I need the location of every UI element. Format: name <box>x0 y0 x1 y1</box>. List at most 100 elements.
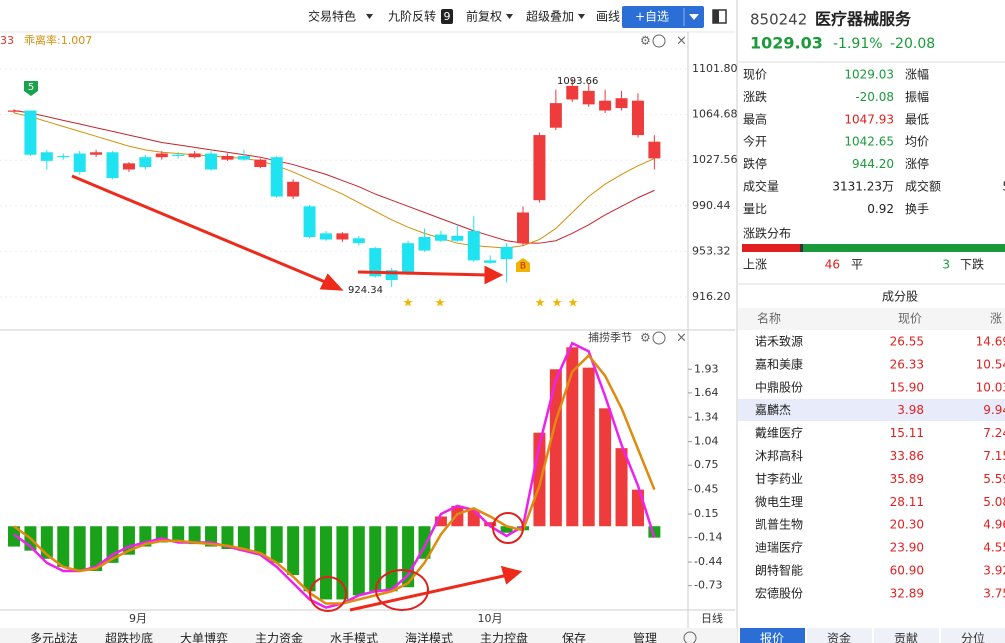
stock-name[interactable]: 戴维医疗 <box>755 425 803 440</box>
dropdown-arrow[interactable] <box>689 14 699 20</box>
bar <box>599 408 612 527</box>
quote-label: 涨幅 <box>905 67 929 82</box>
stock-name[interactable]: 迪瑞医疗 <box>755 541 803 555</box>
panel-tab-bg[interactable] <box>740 628 805 643</box>
ma-line <box>13 112 655 249</box>
stock-name[interactable]: 嘉麟杰 <box>755 402 791 417</box>
down-bar <box>803 244 1005 252</box>
toolbar-item[interactable]: 交易特色 <box>308 9 356 24</box>
stock-price: 26.33 <box>890 357 924 371</box>
help-icon[interactable] <box>652 331 666 345</box>
bottom-tab[interactable]: 海洋模式 <box>405 631 453 643</box>
bar <box>369 526 382 592</box>
close-icon[interactable]: × <box>676 34 687 49</box>
bottom-tab[interactable]: 水手模式 <box>330 632 378 643</box>
indicator-prefix: 33 <box>0 34 14 47</box>
bottom-tab[interactable]: 大单博弈 <box>180 631 228 643</box>
bottom-tab-bar <box>0 628 737 643</box>
candle-body <box>205 153 218 170</box>
bottom-tab[interactable]: 主力资金 <box>255 631 303 643</box>
y-tick-label: 1.93 <box>694 362 719 375</box>
stock-name[interactable]: 宏德股份 <box>755 585 803 600</box>
candle-body <box>8 110 20 112</box>
add-button-label[interactable]: +自选 <box>635 10 669 24</box>
circle <box>309 576 347 612</box>
star: ★ <box>568 296 579 310</box>
quote-label: 成交量 <box>743 179 779 194</box>
stock-name[interactable]: 朗特智能 <box>755 563 803 578</box>
close-icon[interactable]: × <box>676 331 687 346</box>
y-tick-label: 1.34 <box>694 410 719 423</box>
table-header-bg <box>738 308 1005 330</box>
candle-body <box>172 154 185 156</box>
toolbar-item[interactable]: 超级叠加 <box>526 9 574 24</box>
panel-tab[interactable]: 报价 <box>760 631 784 643</box>
candle-body <box>648 141 661 159</box>
quote-value: 0.92 <box>867 202 894 216</box>
bottom-tab[interactable]: 管理 <box>633 631 657 643</box>
stock-price: 15.11 <box>890 426 924 440</box>
stock-code: 850242 <box>750 11 807 29</box>
arrow-head <box>319 273 344 291</box>
quote-label: 今开 <box>743 134 767 149</box>
bottom-tab[interactable]: 主力控盘 <box>480 631 528 643</box>
stock-name[interactable]: 中鼎股份 <box>755 379 803 394</box>
candle-body <box>90 152 103 155</box>
stock-price: 20.30 <box>890 518 924 532</box>
badge: 9 <box>444 10 451 23</box>
settings-icon[interactable]: ⚙ <box>640 34 651 48</box>
bar <box>73 526 86 571</box>
circle <box>492 512 524 544</box>
panel-tab[interactable]: 分位 <box>961 631 985 643</box>
panel-tab[interactable]: 贡献 <box>894 631 918 643</box>
help-icon[interactable] <box>652 34 666 48</box>
price: 1029.03 <box>750 34 823 53</box>
up-label: 上涨 <box>743 257 767 272</box>
star: ★ <box>435 296 446 310</box>
dropdown-arrow <box>366 14 373 19</box>
bar <box>484 522 497 527</box>
stock-name[interactable]: 凯普生物 <box>755 518 803 532</box>
bottom-tab[interactable]: 保存 <box>562 632 586 643</box>
signal-label: 5 <box>28 82 34 93</box>
panel-tab-bg[interactable] <box>874 628 939 643</box>
indicator-line <box>13 341 656 609</box>
panel-tab-bg[interactable] <box>941 628 1005 643</box>
y-tick-label: 0.15 <box>694 507 719 520</box>
toolbar-item[interactable]: 画线 <box>596 10 620 24</box>
candle-body <box>106 152 119 179</box>
candle-body <box>188 153 201 158</box>
flat-count: 3 <box>942 258 950 272</box>
panel-tab[interactable]: 资金 <box>827 631 851 643</box>
quote-label: 现价 <box>743 68 767 82</box>
bar <box>615 448 628 527</box>
stars: ★ ★ ★ ★ ★ <box>403 296 579 310</box>
y-tick-label: 916.20 <box>692 290 731 303</box>
settings-icon[interactable]: ⚙ <box>640 331 651 345</box>
stock-name[interactable]: 微电生理 <box>755 495 803 509</box>
indicator-label: 乖离率:1.007 <box>24 33 92 47</box>
period[interactable]: 日线 <box>701 611 723 625</box>
star: ★ <box>535 296 546 310</box>
stock-change: 5.08 <box>983 495 1005 509</box>
circle <box>375 569 429 611</box>
x-label: 9月 <box>129 612 147 625</box>
stock-name[interactable]: 诺禾致源 <box>755 335 803 349</box>
candle-body <box>237 155 250 160</box>
stock-change: 10.03 <box>976 380 1005 394</box>
high-note: 1093.66 <box>557 76 598 87</box>
stock-name[interactable]: 甘李药业 <box>755 471 803 486</box>
candle-body <box>500 246 513 260</box>
bar <box>434 516 447 527</box>
bar <box>566 347 579 527</box>
toolbar-item[interactable]: 九阶反转 <box>388 9 436 24</box>
bottom-tab[interactable]: 多元战法 <box>30 632 78 643</box>
panel-tab-bg[interactable] <box>807 628 872 643</box>
bar <box>8 526 20 547</box>
bottom-tab[interactable]: 超跌抄底 <box>105 631 153 643</box>
toolbar-item[interactable]: 前复权 <box>466 9 502 24</box>
stock-name[interactable]: 嘉和美康 <box>755 356 803 371</box>
quote-value: 1042.65 <box>844 135 894 149</box>
stock-name[interactable]: 沐邦高科 <box>755 448 803 463</box>
